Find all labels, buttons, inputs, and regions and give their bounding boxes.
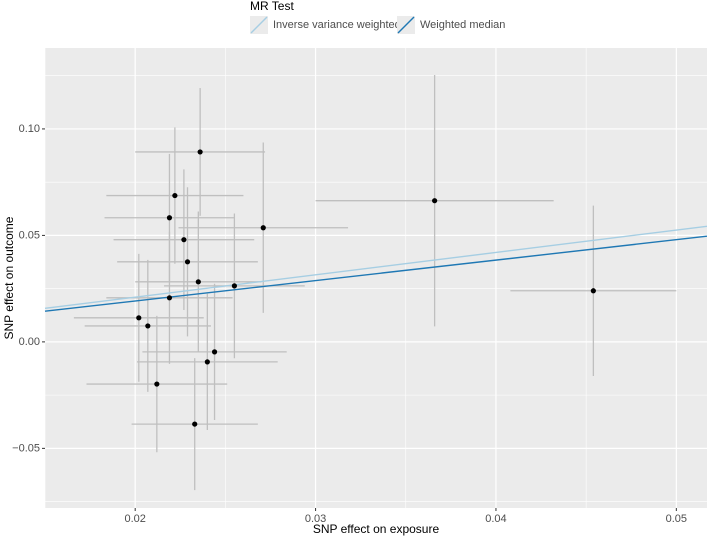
point [204,359,210,365]
y-tick-label: 0.00 [19,336,40,348]
regression-line [44,225,707,310]
y-tick-label: −0.05 [12,442,40,454]
point [231,283,238,289]
point [211,349,218,355]
point [172,192,178,199]
y-tick-label: 0.10 [19,123,40,135]
regression-line [44,235,707,312]
x-tick-label: 0.05 [666,513,687,525]
point [166,295,173,301]
legend-swatch [250,16,268,34]
legend-label: Inverse variance weighted [273,19,401,31]
y-tick-label: 0.05 [19,229,40,241]
point [260,225,266,231]
legend-swatch [397,16,415,34]
x-axis-label: SNP effect on exposure [313,522,440,536]
x-tick-label: 0.04 [485,513,506,525]
point [195,279,201,285]
point [181,237,187,243]
point [136,315,142,321]
point [197,149,203,155]
point [192,421,198,427]
point [590,288,596,294]
point [432,198,438,204]
point [166,215,173,221]
x-tick-label: 0.03 [305,513,326,525]
x-tick-label: 0.02 [124,513,145,525]
point [184,259,191,265]
point [154,381,160,387]
panel [45,48,707,508]
y-axis-label: SNP effect on outcome [2,216,16,339]
legend-title: MR Test [250,0,294,13]
point [145,323,151,329]
legend-label: Weighted median [420,19,505,31]
